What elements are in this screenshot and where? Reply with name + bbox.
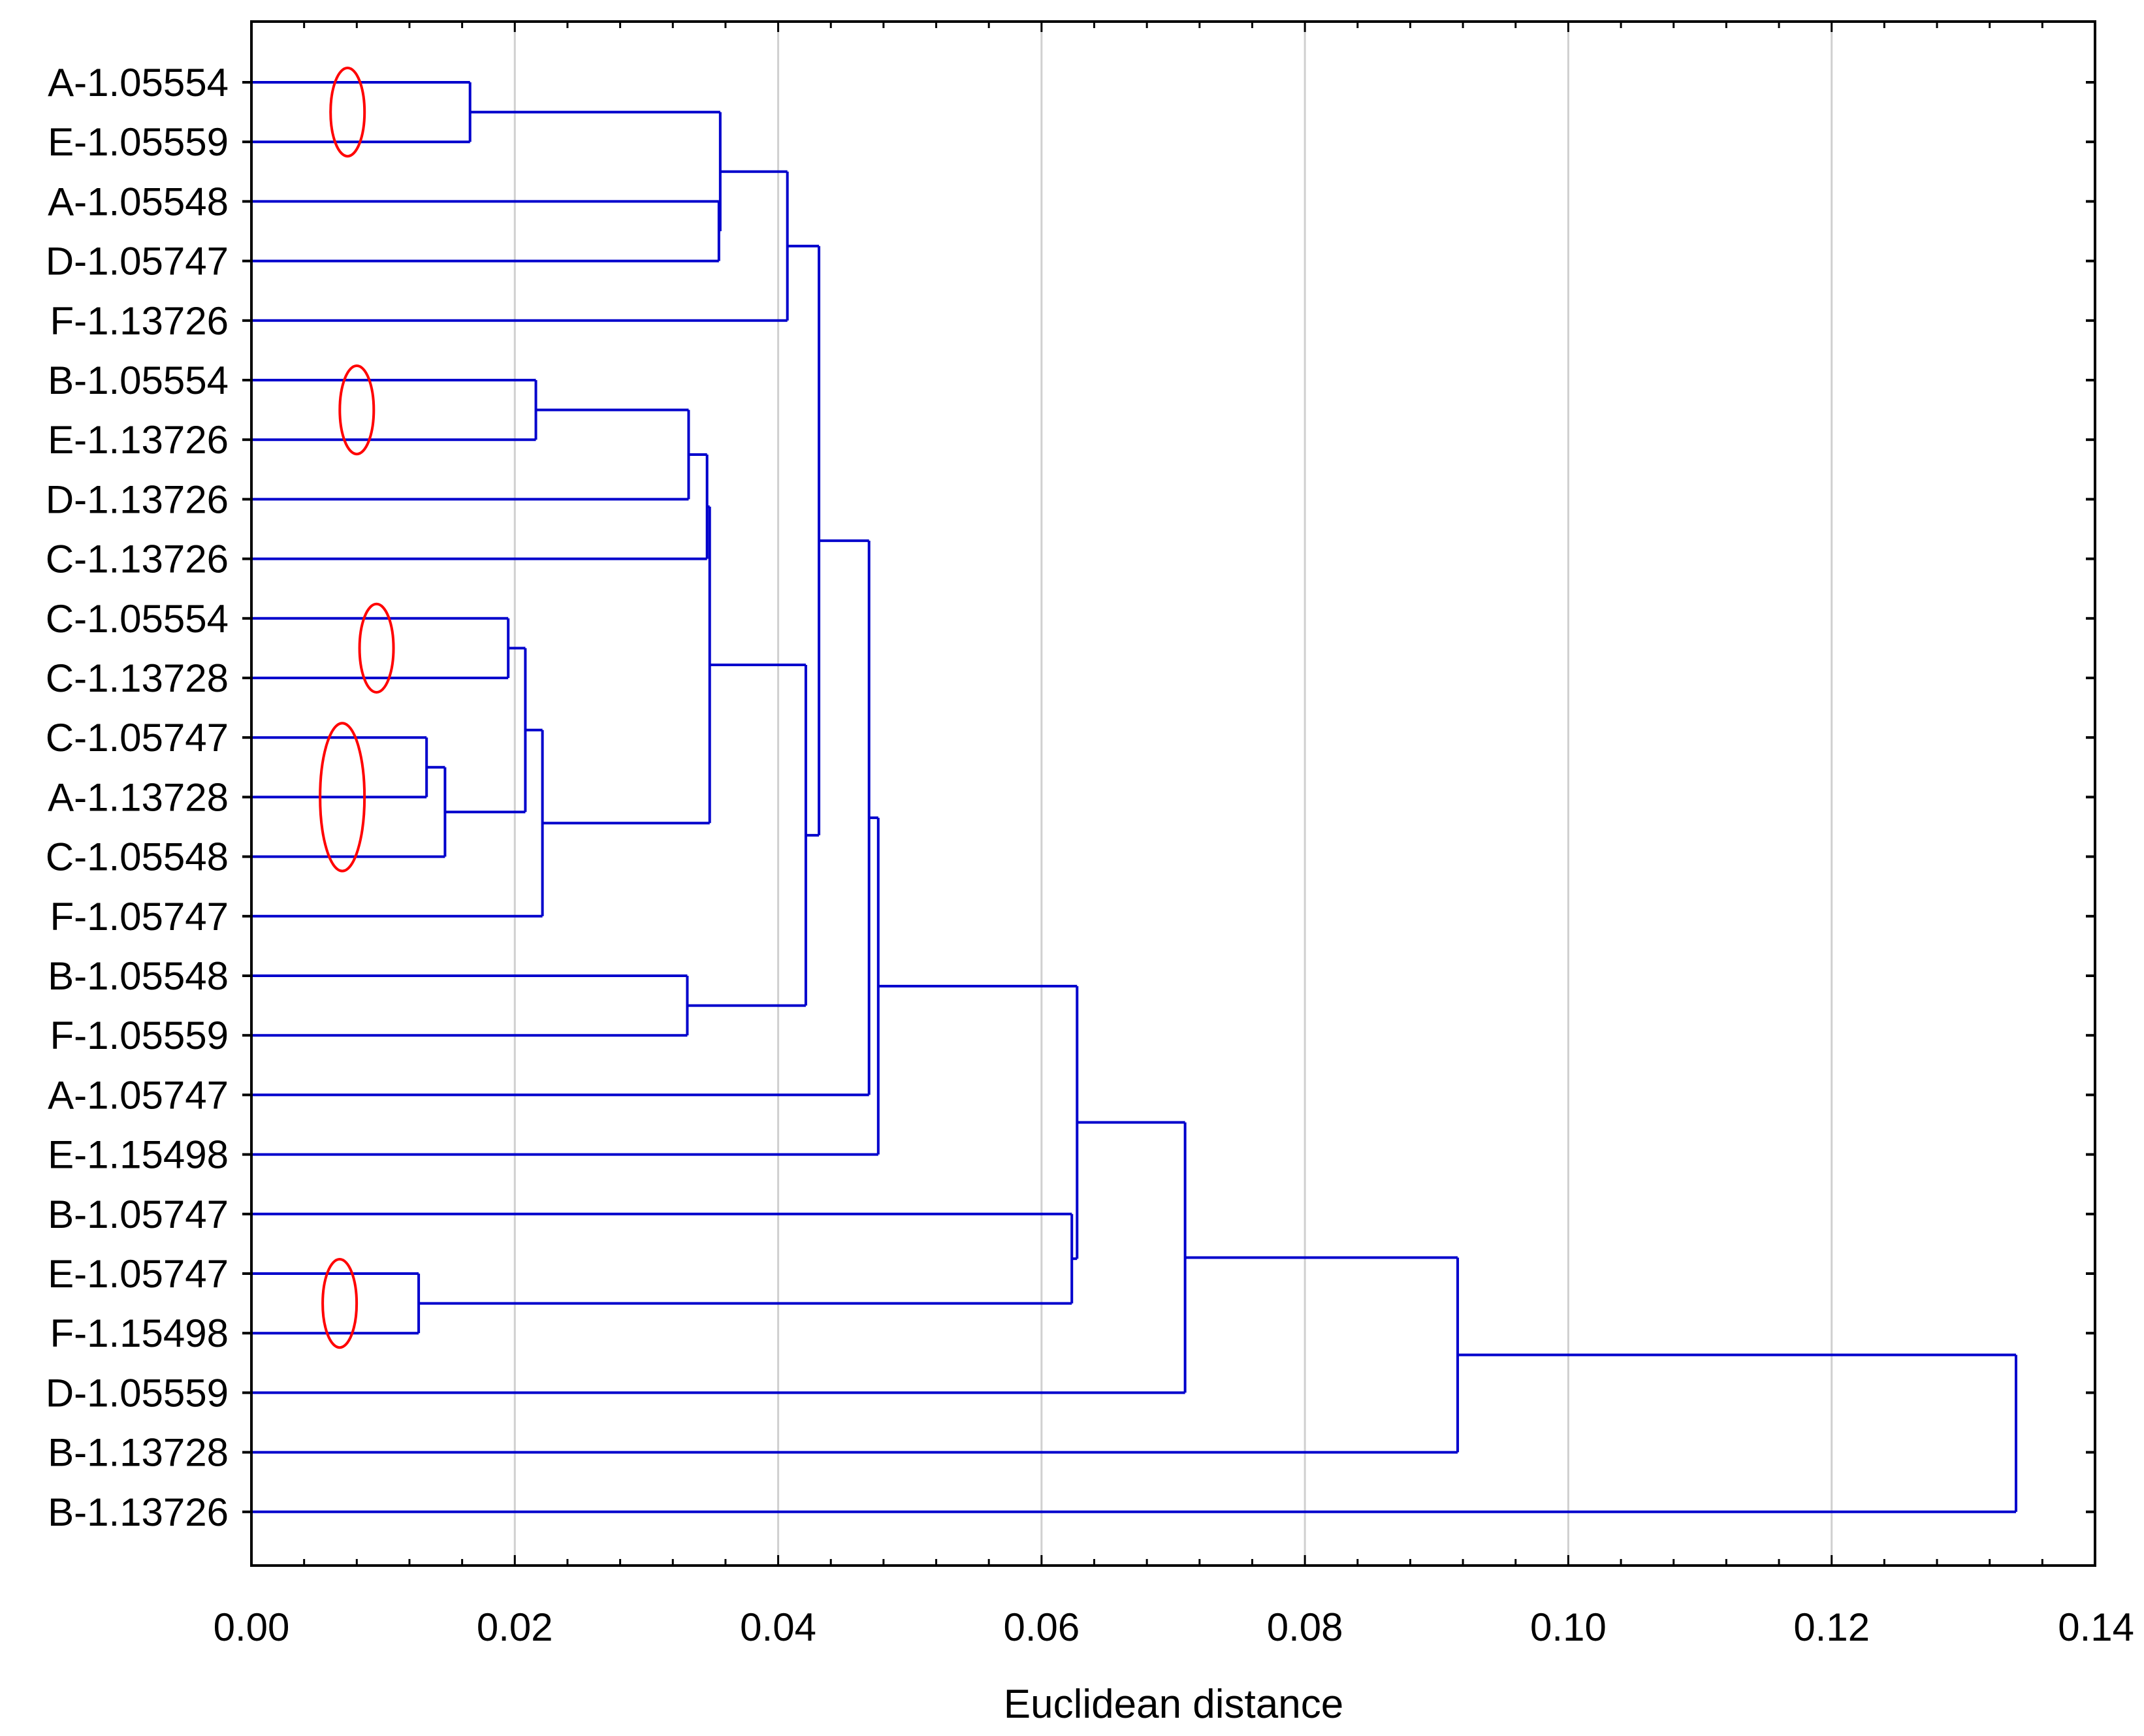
x-tick-label: 0.00	[214, 1605, 290, 1649]
leaf-label: D-1.05559	[46, 1371, 229, 1415]
dendrogram-branches	[251, 81, 2018, 1513]
leaf-label: A-1.13728	[48, 775, 229, 819]
leaf-label: E-1.15498	[48, 1133, 229, 1177]
leaf-label: F-1.05747	[50, 895, 229, 939]
highlight-ellipses	[319, 67, 395, 1349]
leaf-label: B-1.05548	[48, 954, 229, 998]
leaf-label: D-1.13726	[46, 477, 229, 521]
leaf-label: F-1.05559	[50, 1014, 229, 1057]
x-tick-label: 0.06	[1003, 1605, 1080, 1649]
leaf-label: D-1.05747	[46, 240, 229, 283]
x-tick-label: 0.04	[740, 1605, 816, 1649]
leaf-label: F-1.15498	[50, 1311, 229, 1355]
axis-ticks	[242, 22, 2096, 1566]
leaf-label: C-1.13726	[46, 538, 229, 581]
leaf-label: E-1.05559	[48, 120, 229, 164]
highlight-ellipse	[358, 602, 395, 694]
leaf-label: B-1.05554	[48, 359, 229, 402]
highlight-ellipse	[321, 1258, 359, 1349]
x-tick-label: 0.12	[1793, 1605, 1870, 1649]
grid-lines	[513, 22, 1833, 1566]
leaf-label: B-1.13726	[48, 1490, 229, 1534]
leaf-label: C-1.13728	[46, 656, 229, 700]
leaf-label: C-1.05548	[46, 835, 229, 879]
highlight-ellipse	[338, 364, 376, 456]
x-tick-label: 0.14	[2058, 1605, 2134, 1649]
leaf-labels: A-1.05554 E-1.05559 A-1.05548 D-1.05747 F-1.…	[46, 61, 229, 1534]
x-axis-title: Euclidean distance	[1004, 1682, 1343, 1727]
leaf-label: E-1.05747	[48, 1252, 229, 1296]
leaf-label: E-1.13726	[48, 418, 229, 462]
x-tick-labels: 0.00 0.02 0.04 0.06 0.08 0.10 0.12 0.14	[214, 1605, 2134, 1649]
x-tick-label: 0.08	[1267, 1605, 1343, 1649]
leaf-label: A-1.05747	[48, 1073, 229, 1117]
leaf-label: C-1.05747	[46, 716, 229, 760]
highlight-ellipse	[329, 67, 366, 158]
x-tick-label: 0.02	[477, 1605, 553, 1649]
leaf-label: B-1.13728	[48, 1431, 229, 1475]
x-tick-label: 0.10	[1530, 1605, 1607, 1649]
plot-frame	[250, 20, 2096, 1567]
leaf-label: A-1.05554	[48, 61, 229, 104]
leaf-label: B-1.05747	[48, 1193, 229, 1236]
leaf-label: C-1.05554	[46, 597, 229, 641]
highlight-ellipse	[319, 722, 366, 873]
leaf-label: A-1.05548	[48, 180, 229, 223]
leaf-label: F-1.13726	[50, 299, 229, 343]
